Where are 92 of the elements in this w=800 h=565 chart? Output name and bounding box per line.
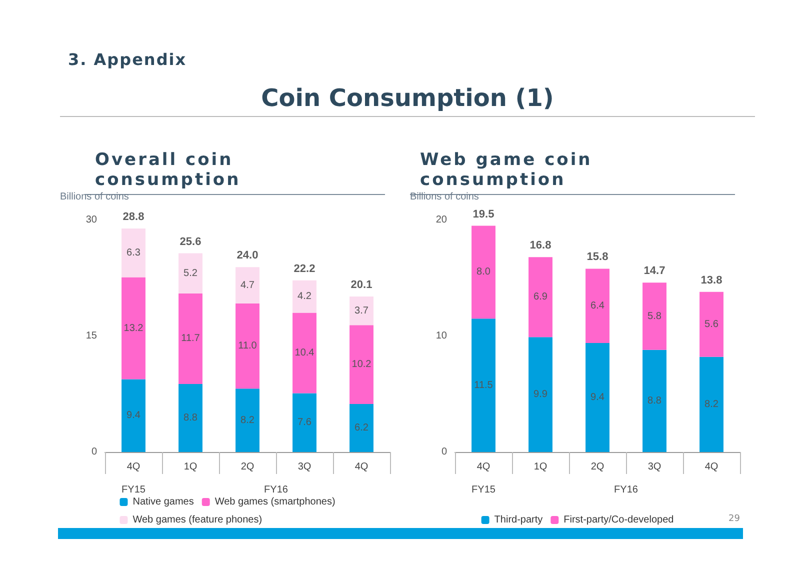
y-tick-label: 10 (436, 330, 448, 342)
bar (642, 282, 666, 350)
total-label: 24.0 (236, 250, 258, 262)
data-label: 10.2 (352, 359, 372, 370)
bar (236, 267, 260, 304)
data-label: 4.2 (298, 291, 312, 302)
y-tick-label: 20 (436, 214, 448, 226)
bar (700, 292, 724, 357)
total-label: 20.1 (350, 279, 372, 292)
y-tick-label: 15 (86, 330, 98, 342)
data-label: 8.0 (476, 266, 491, 278)
data-label: 8.2 (704, 398, 719, 410)
chart-title: Overall coin consumption (95, 150, 241, 190)
legend-label: Web games (feature phones) (132, 514, 262, 526)
data-label: 8.2 (240, 414, 255, 426)
bar (178, 253, 202, 294)
bar (178, 293, 202, 384)
data-label: 6.4 (590, 300, 605, 312)
data-label: 3.7 (354, 305, 369, 316)
bar (122, 228, 146, 278)
data-label: 8.8 (184, 412, 198, 424)
total-label: 16.8 (530, 240, 552, 252)
bar (472, 226, 496, 319)
bar (350, 325, 374, 404)
y-tick-label: 0 (91, 446, 98, 458)
data-label: 10.4 (294, 348, 315, 359)
data-label: 9.4 (126, 410, 141, 422)
text: FY15 (472, 484, 496, 496)
legend-label: Native games (132, 496, 194, 508)
total-label: 19.5 (472, 208, 494, 220)
data-label: 5.8 (648, 310, 662, 322)
bar (472, 318, 496, 452)
bar (292, 393, 316, 452)
total-label: 14.7 (644, 265, 666, 278)
text: 3. Appendix (68, 50, 187, 69)
bar (642, 350, 666, 452)
bar (528, 337, 552, 452)
bar (236, 304, 260, 389)
y-axis-title: Billions of coins (60, 192, 129, 202)
text: FY15 (122, 484, 146, 496)
text: 29 (728, 514, 740, 524)
y-axis-title: Billions of coins (410, 192, 479, 202)
bar (528, 257, 552, 338)
legend-label: Third-party (494, 514, 543, 526)
bar (700, 356, 724, 452)
bar (350, 296, 374, 326)
total-label: 22.2 (294, 262, 316, 275)
data-label: 4.7 (240, 280, 255, 291)
data-label: 8.8 (648, 395, 662, 406)
x-tick-label: 1Q (184, 462, 198, 472)
bar (236, 388, 260, 452)
x-tick-label: 2Q (240, 462, 254, 472)
bar (122, 379, 146, 452)
data-label: 5.6 (704, 318, 719, 330)
legend-label: Web games (smartphones) (214, 496, 336, 508)
total-label: 28.8 (122, 211, 144, 224)
bar (292, 280, 316, 313)
x-tick-label: 4Q (354, 462, 368, 472)
data-label: 6.3 (126, 247, 141, 258)
text: FY16 (614, 484, 638, 496)
y-tick-label: 0 (441, 446, 448, 458)
text: FY16 (264, 484, 288, 496)
data-label: 13.2 (124, 322, 144, 334)
total-label: 13.8 (700, 274, 722, 286)
legend-label: First-party/Co-developed (564, 514, 674, 526)
data-label: 11.5 (474, 380, 494, 391)
x-tick-label: 3Q (648, 462, 662, 472)
bar (292, 312, 316, 394)
data-label: 11.0 (238, 340, 258, 352)
x-tick-label: 3Q (298, 462, 312, 472)
data-label: 9.9 (534, 389, 548, 400)
data-label: 7.6 (298, 417, 312, 428)
x-tick-label: 4Q (126, 462, 140, 472)
data-label: 6.9 (534, 292, 548, 303)
data-label: 6.2 (354, 422, 369, 434)
x-tick-label: 4Q (704, 462, 718, 472)
bar (350, 404, 374, 452)
x-tick-label: 2Q (590, 462, 604, 472)
data-label: 11.7 (181, 333, 200, 344)
text: Coin Consumption (1) (60, 84, 755, 117)
bar (586, 268, 610, 343)
x-tick-label: 1Q (534, 462, 548, 472)
total-label: 25.6 (180, 236, 202, 248)
x-tick-label: 4Q (476, 462, 490, 472)
data-label: 5.2 (184, 268, 198, 279)
y-tick-label: 30 (86, 214, 98, 226)
chart-title: Web game coin consumption (420, 150, 592, 190)
data-label: 9.4 (590, 392, 605, 403)
total-label: 15.8 (586, 251, 608, 264)
bar (122, 277, 146, 380)
bar (586, 342, 610, 452)
bar (178, 384, 202, 452)
